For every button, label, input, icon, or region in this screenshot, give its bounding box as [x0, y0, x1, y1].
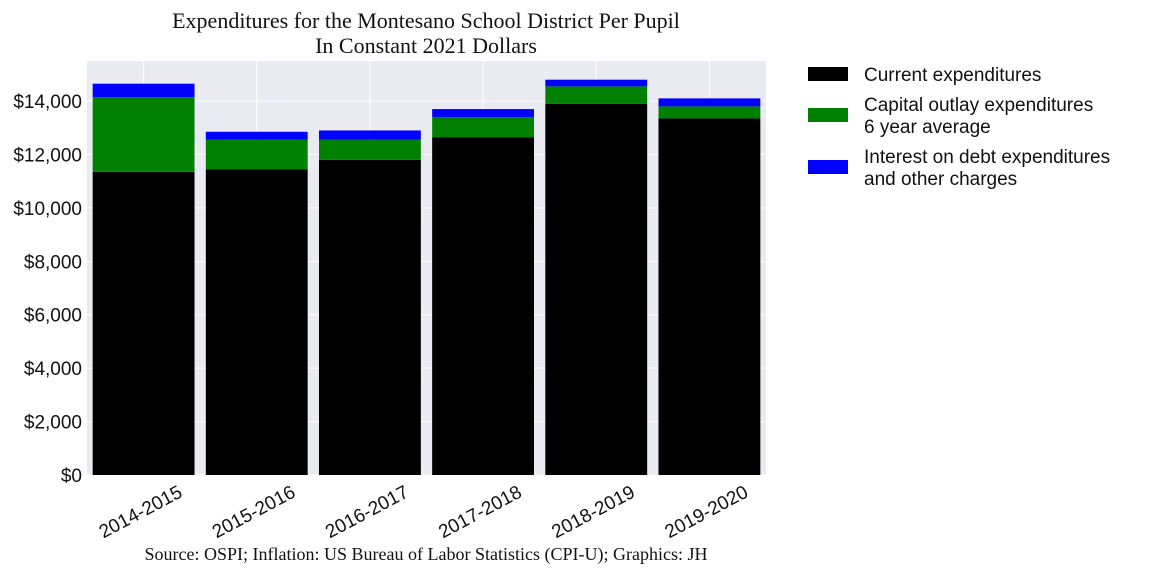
bar-segment-series-2 [205, 131, 308, 140]
y-tick-label: $10,000 [13, 199, 82, 220]
y-tick-label: $14,000 [13, 92, 82, 113]
bar-segment-series-1 [318, 139, 421, 160]
legend-swatch [808, 108, 848, 122]
source-note: Source: OSPI; Inflation: US Bureau of La… [145, 544, 708, 565]
plot-area [87, 61, 766, 475]
legend-swatch [808, 160, 848, 174]
y-tick-label: $2,000 [24, 413, 82, 434]
bar-segment-series-1 [432, 117, 535, 138]
bar-segment-series-1 [658, 106, 761, 119]
chart-title: Expenditures for the Montesano School Di… [172, 8, 680, 33]
bar-segment-series-2 [432, 109, 535, 118]
chart-subtitle: In Constant 2021 Dollars [315, 33, 537, 58]
bar-segment-series-0 [545, 103, 648, 476]
bar-segment-series-2 [658, 98, 761, 107]
y-tick-label: $12,000 [13, 145, 82, 166]
bar-segment-series-0 [432, 137, 535, 476]
y-tick-label: $8,000 [24, 252, 82, 273]
y-tick-label: $6,000 [24, 306, 82, 327]
x-axis: 2014-2015 2015-2016 2016-2017 2017-2018 2018… [96, 482, 752, 543]
bar-segment-series-2 [318, 130, 421, 140]
legend-label: Current expenditures [864, 65, 1041, 86]
legend-label: Interest on debt expenditures and other c… [864, 147, 1110, 190]
bar-segment-series-1 [92, 97, 195, 172]
bar-segment-series-0 [92, 171, 195, 475]
x-tick-label: 2017-2018 [435, 482, 525, 543]
bar-segment-series-0 [658, 118, 761, 475]
legend: Current expenditures Capital outlay expen… [808, 65, 1110, 190]
x-tick-label: 2014-2015 [96, 482, 186, 543]
legend-label: Capital outlay expenditures 6 year averag… [864, 95, 1093, 138]
bar-segment-series-0 [318, 159, 421, 475]
x-tick-label: 2019-2020 [662, 482, 752, 543]
bar-segment-series-2 [545, 79, 648, 87]
bar-segment-series-1 [205, 139, 308, 170]
y-tick-label: $0 [61, 466, 82, 487]
x-tick-label: 2016-2017 [322, 482, 412, 543]
bar-segment-series-0 [205, 169, 308, 475]
y-tick-label: $4,000 [24, 359, 82, 380]
legend-swatch [808, 67, 848, 81]
x-tick-label: 2015-2016 [209, 482, 299, 543]
bars [92, 79, 761, 476]
bar-segment-series-2 [92, 83, 195, 98]
x-tick-label: 2018-2019 [549, 482, 639, 543]
bar-segment-series-1 [545, 86, 648, 104]
y-axis: $0 $2,000 $4,000 $6,000 $8,000 $10,000 $12,000… [13, 92, 82, 487]
